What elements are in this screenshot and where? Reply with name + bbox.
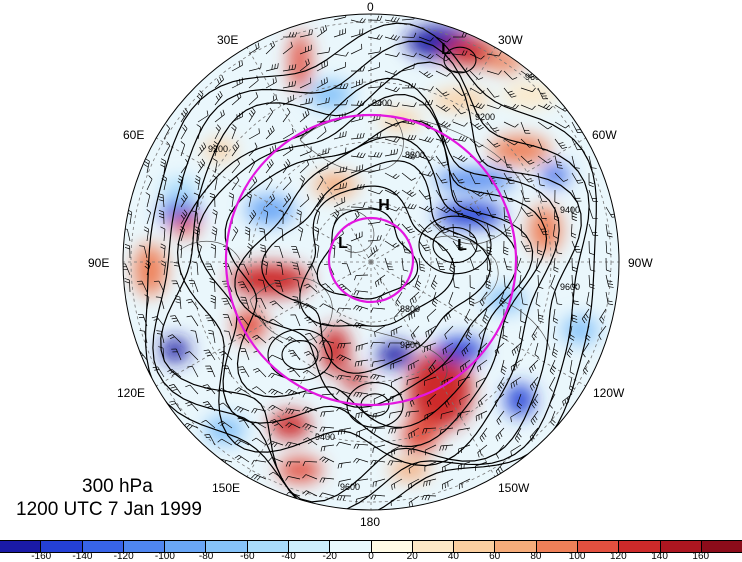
colorbar-tick-label: 60 [489,551,500,562]
anomaly-blob [562,316,598,344]
contour-label: 8800 [405,150,425,160]
colorbar-tick-label: -120 [114,551,134,562]
contour-label: 9200 [208,144,228,154]
longitude-label-180: 180 [360,515,380,529]
contour-label: 9800 [400,340,420,350]
colorbar-tick-label: -160 [31,551,51,562]
wind-barb-flag [217,459,220,463]
colorbar-tick-label: 20 [407,551,418,562]
contour-label: 9400 [372,98,392,108]
longitude-label-60e: 60E [123,128,144,142]
colorbar-tick-label: 160 [692,551,709,562]
anomaly-blob [402,417,438,453]
colorbar-tick-label: 120 [610,551,627,562]
high-pressure-center: H [378,197,390,214]
longitude-label-120w: 120W [593,386,624,400]
anomaly-blob [390,460,430,480]
contour-label: 9600 [525,72,545,82]
level-title: 300 hPa [82,476,153,498]
low-pressure-center: L [338,235,348,252]
longitude-label-150e: 150E [212,481,240,495]
wind-barb-flag [135,351,140,353]
colorbar-tick-label: -80 [199,551,213,562]
anomaly-blob [490,136,550,164]
longitude-label-90w: 90W [628,256,653,270]
colorbar-tick-label: -20 [323,551,337,562]
contour-label: 9400 [560,205,580,215]
anomaly-blob [161,338,189,362]
longitude-label-60w: 60W [592,128,617,142]
longitude-label-90e: 90E [88,256,109,270]
colorbar-tick-label: -100 [155,551,175,562]
colorbar-tick-label: -40 [281,551,295,562]
longitude-label-30e: 30E [217,33,238,47]
low-pressure-center: L [457,237,467,254]
time-title: 1200 UTC 7 Jan 1999 [16,499,202,521]
longitude-label-120e: 120E [117,386,145,400]
colorbar-tick-label: 0 [368,551,374,562]
anomaly-blob [290,32,310,92]
contour-label: 9400 [315,432,335,442]
colorbar-tick-label: 140 [651,551,668,562]
anomaly-blob [435,170,515,190]
contour-label: 9200 [475,112,495,122]
contour-label: 9600 [560,282,580,292]
map-background [100,0,660,520]
colorbar-tick-label: 100 [569,551,586,562]
colorbar-tick-label: -140 [72,551,92,562]
longitude-label-0: 0 [367,0,374,14]
anomaly-blob [162,178,198,202]
colorbar-tick-label: 40 [448,551,459,562]
colorbar-tick-label: 80 [530,551,541,562]
contour-label: 9600 [340,482,360,492]
longitude-label-30w: 30W [498,33,523,47]
colorbar-tick-label: -60 [240,551,254,562]
longitude-label-150w: 150W [498,481,529,495]
contour-label: 8800 [400,304,420,314]
anomaly-blob [134,244,166,296]
low-pressure-center: L [441,41,451,58]
